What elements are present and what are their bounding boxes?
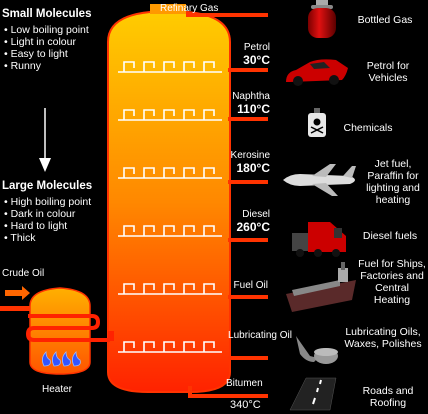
temp-petrol: 30°C xyxy=(243,53,270,67)
fraction-kerosine: Kerosine xyxy=(230,150,270,161)
bubble-cap xyxy=(203,109,215,120)
temp-naphtha: 110°C xyxy=(237,102,270,116)
fraction-diesel: Diesel xyxy=(242,209,270,220)
product-diesel-fuels: Diesel fuels xyxy=(362,230,418,242)
bubble-cap xyxy=(203,61,215,72)
pipe-lubricating-oil xyxy=(228,356,268,360)
list-item: • Easy to light xyxy=(4,48,68,61)
fraction-naphtha: Naphtha xyxy=(232,91,270,102)
bubble-cap xyxy=(163,167,175,178)
bubble-cap xyxy=(163,341,175,352)
bubble-cap xyxy=(143,225,155,236)
fraction-refinery-gas: Refinary Gas xyxy=(160,3,219,14)
distillation-column xyxy=(107,4,231,393)
car-icon xyxy=(286,59,348,86)
product-fuel-ships: Fuel for Ships, Factories and Central He… xyxy=(358,258,426,307)
bubble-cap xyxy=(163,225,175,236)
small-molecules-title: Small Molecules xyxy=(2,8,92,20)
bubble-cap xyxy=(143,61,155,72)
ship-icon xyxy=(286,262,356,312)
heater-assembly xyxy=(0,286,114,375)
pipe-fuel-oil xyxy=(228,295,268,299)
product-jet-fuel: Jet fuel, Paraffin for lighting and heat… xyxy=(366,158,420,207)
flame-icon xyxy=(42,351,81,367)
bubble-cap xyxy=(163,109,175,120)
bubble-cap xyxy=(123,283,135,294)
bubble-cap xyxy=(123,109,135,120)
bubble-cap xyxy=(183,341,195,352)
bubble-cap xyxy=(183,61,195,72)
down-arrow-icon xyxy=(39,108,51,172)
crude-oil-arrow-icon xyxy=(5,286,30,300)
product-petrol-vehicles: Petrol for Vehicles xyxy=(366,60,410,85)
fraction-lubricating-oil: Lubricating Oil xyxy=(228,330,292,341)
bubble-cap xyxy=(143,341,155,352)
bubble-cap xyxy=(163,61,175,72)
product-chemicals: Chemicals xyxy=(343,122,393,134)
output-pipes xyxy=(186,13,268,398)
small-molecules-list: • Low boiling point • Light in colour • … xyxy=(4,24,89,72)
list-item: • High boiling point xyxy=(4,196,92,208)
temp-diesel: 260°C xyxy=(236,220,271,234)
large-molecules-list: • High boiling point • Dark in colour • … xyxy=(4,196,91,244)
bubble-cap xyxy=(183,167,195,178)
fraction-bitumen: Bitumen xyxy=(226,378,263,389)
product-lubricating-oils: Lubricating Oils, Waxes, Polishes xyxy=(344,326,422,351)
poison-bottle-icon xyxy=(308,108,326,137)
column-trays xyxy=(118,61,222,353)
oil-can-icon xyxy=(296,336,338,364)
fraction-fuel-oil: Fuel Oil xyxy=(233,280,268,291)
crude-oil-label: Crude Oil xyxy=(2,268,45,279)
list-item: • Runny xyxy=(4,60,41,73)
jet-plane-icon xyxy=(283,164,356,196)
bubble-cap xyxy=(203,341,215,352)
fraction-petrol: Petrol xyxy=(243,42,270,53)
large-molecules-title: Large Molecules xyxy=(2,180,93,192)
gas-cylinder-icon xyxy=(308,0,336,38)
pipe-bitumen-out xyxy=(188,394,268,398)
pipe-refinery-gas xyxy=(186,13,268,17)
truck-icon xyxy=(292,222,346,257)
list-item: • Thick xyxy=(4,232,36,245)
product-roads-roofing: Roads and Roofing xyxy=(362,385,414,410)
temp-bitumen: 340°C xyxy=(230,399,261,411)
heater-label: Heater xyxy=(42,384,73,395)
list-item: • Low boiling point xyxy=(4,24,89,36)
bubble-cap xyxy=(183,283,195,294)
list-item: • Light in colour xyxy=(4,36,76,49)
list-item: • Hard to light xyxy=(4,220,68,233)
product-bottled-gas: Bottled Gas xyxy=(357,14,413,26)
temp-kerosine: 180°C xyxy=(236,161,271,175)
bubble-cap xyxy=(203,225,215,236)
bubble-cap xyxy=(123,167,135,178)
road-icon xyxy=(289,377,337,411)
pipe-petrol xyxy=(228,68,268,72)
bubble-cap xyxy=(123,225,135,236)
pipe-diesel xyxy=(228,238,268,242)
bubble-cap xyxy=(143,283,155,294)
bubble-cap xyxy=(183,225,195,236)
bubble-cap xyxy=(143,167,155,178)
bubble-cap xyxy=(143,109,155,120)
pipe-naphtha xyxy=(228,117,268,121)
bubble-cap xyxy=(183,109,195,120)
bubble-cap xyxy=(163,283,175,294)
bubble-cap xyxy=(203,283,215,294)
pipe-kerosine xyxy=(228,180,268,184)
bubble-cap xyxy=(203,167,215,178)
pipe-bitumen xyxy=(188,386,192,398)
bubble-cap xyxy=(123,61,135,72)
list-item: • Dark in colour xyxy=(4,208,76,221)
bubble-cap xyxy=(123,341,135,352)
